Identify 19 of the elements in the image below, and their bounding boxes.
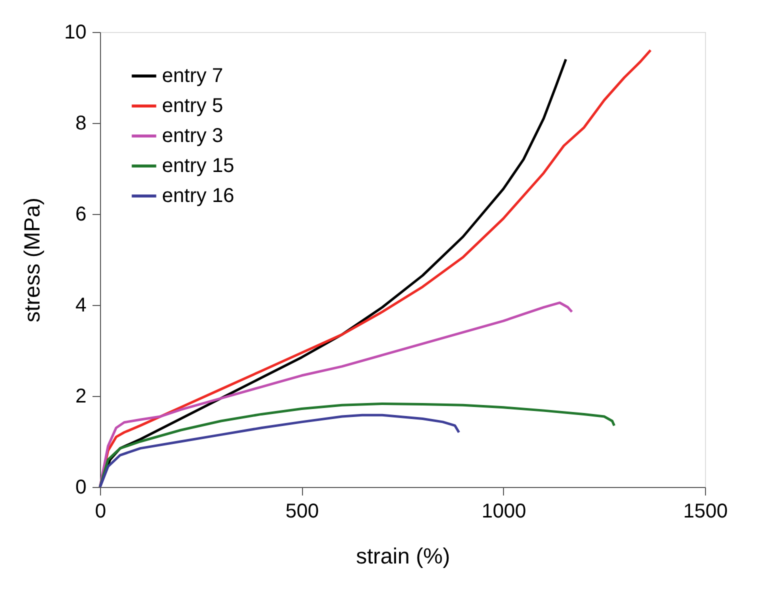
legend-label: entry 5	[162, 95, 224, 117]
y-tick-label: 4	[75, 294, 86, 316]
x-tick-label: 1000	[482, 500, 526, 522]
x-tick-label: 0	[94, 500, 106, 522]
y-tick-label: 8	[75, 112, 86, 134]
y-tick-label: 6	[75, 204, 86, 226]
y-tick-label: 10	[64, 22, 86, 44]
legend-label: entry 3	[162, 125, 224, 147]
x-tick-label: 500	[285, 500, 319, 522]
legend-label: entry 15	[162, 155, 234, 177]
legend-label: entry 16	[162, 185, 234, 207]
x-tick-label: 1500	[683, 500, 728, 522]
line-series	[98, 414, 460, 488]
x-axis-title: strain (%)	[356, 544, 450, 568]
y-tick-label: 2	[75, 386, 86, 408]
line-series	[98, 402, 616, 488]
y-tick-label: 0	[75, 476, 86, 498]
legend-label: entry 7	[162, 65, 224, 87]
y-axis-title: stress (MPa)	[19, 198, 44, 322]
